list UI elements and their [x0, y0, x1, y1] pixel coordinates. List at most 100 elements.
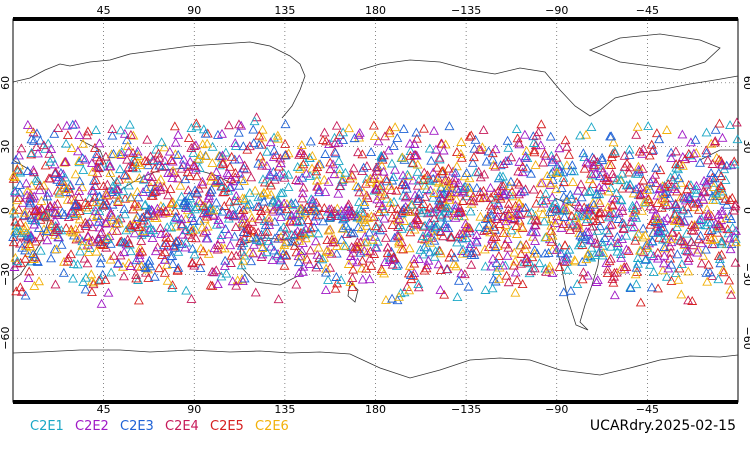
observation-triangle — [46, 218, 57, 228]
observation-triangle — [593, 195, 604, 205]
observation-triangle — [275, 255, 286, 265]
observation-triangle — [454, 228, 465, 238]
observation-triangle — [171, 200, 182, 210]
observation-triangle — [513, 137, 524, 147]
observation-triangle — [269, 233, 280, 243]
observation-triangle — [619, 262, 630, 272]
observation-triangle — [479, 244, 490, 254]
observation-triangle — [586, 122, 597, 132]
observation-triangle — [398, 244, 409, 254]
observation-triangle — [267, 255, 278, 265]
observation-triangle — [645, 248, 656, 258]
observation-triangle — [278, 198, 289, 208]
observation-triangle — [326, 248, 337, 258]
observation-triangle — [577, 256, 588, 266]
observation-triangle — [180, 174, 191, 184]
observation-triangle — [727, 222, 738, 232]
observation-triangle — [279, 172, 290, 182]
observation-triangle — [485, 227, 496, 237]
observation-triangle — [214, 160, 225, 170]
observation-triangle — [56, 239, 67, 249]
observation-triangle — [512, 275, 523, 285]
observation-triangle — [590, 237, 601, 247]
observation-triangle — [607, 168, 618, 178]
observation-triangle — [376, 264, 387, 274]
observation-triangle — [526, 215, 537, 225]
observation-triangle — [433, 259, 444, 269]
observation-triangle — [624, 149, 635, 159]
observation-triangle — [437, 166, 448, 176]
bottom-lon-tick-label: −90 — [545, 403, 568, 416]
observation-triangle — [45, 173, 56, 183]
observation-triangle — [368, 120, 379, 130]
observation-triangle — [337, 175, 348, 185]
observation-triangle — [271, 250, 282, 260]
observation-triangle — [613, 238, 623, 247]
observation-triangle — [372, 194, 383, 204]
observation-triangle — [162, 222, 173, 232]
observation-triangle — [453, 187, 464, 197]
observation-triangle — [498, 211, 509, 221]
observation-triangle — [334, 169, 345, 179]
observation-triangle — [416, 207, 427, 217]
observation-triangle — [17, 242, 28, 252]
observation-triangle — [156, 137, 167, 147]
observation-triangle — [483, 220, 494, 230]
observation-triangle — [625, 283, 636, 293]
observation-triangle — [724, 233, 735, 243]
observation-triangle — [61, 184, 72, 194]
observation-triangle — [273, 204, 284, 214]
observation-triangle — [577, 274, 588, 284]
observation-triangle — [192, 202, 203, 211]
observation-triangle — [676, 235, 687, 245]
observation-triangle — [330, 148, 341, 158]
observation-triangle — [217, 181, 228, 191]
observation-triangle — [688, 225, 699, 235]
observation-triangle — [572, 279, 583, 288]
observation-triangle — [560, 135, 571, 145]
observation-triangle — [469, 143, 480, 153]
observation-triangle — [338, 240, 349, 250]
observation-triangle — [606, 159, 617, 169]
observation-triangle — [552, 211, 563, 221]
observation-triangle — [726, 289, 737, 299]
observation-triangle — [165, 207, 175, 217]
observation-triangle — [464, 242, 475, 252]
observation-triangle — [10, 225, 21, 235]
observation-triangle — [298, 261, 309, 271]
observation-triangle — [446, 232, 457, 242]
observation-triangle — [238, 255, 249, 265]
observation-triangle — [503, 242, 514, 252]
observation-triangle — [530, 159, 541, 169]
observation-triangle — [176, 218, 187, 228]
observation-triangle — [672, 221, 682, 231]
observation-triangle — [119, 237, 130, 247]
observation-triangle — [370, 221, 381, 231]
observation-triangle — [501, 188, 511, 198]
observation-triangle — [558, 287, 569, 297]
observation-triangle — [299, 149, 310, 159]
observation-triangle — [658, 222, 669, 232]
observation-triangle — [334, 181, 345, 190]
legend-item-label: C2E2 — [75, 419, 109, 434]
observation-triangle — [379, 268, 390, 278]
observation-triangle — [729, 159, 740, 169]
legend-item-label: C2E1 — [30, 419, 64, 434]
observation-triangle — [544, 261, 555, 271]
observation-triangle — [237, 213, 248, 223]
observation-triangle — [428, 167, 439, 177]
observation-triangle — [685, 180, 696, 190]
observation-triangle — [63, 252, 74, 262]
observation-triangle — [554, 143, 565, 153]
observation-triangle — [674, 173, 685, 183]
observation-triangle — [258, 196, 269, 206]
observation-triangle — [111, 176, 122, 186]
observation-triangle — [249, 116, 260, 126]
observation-triangle — [173, 235, 183, 245]
observation-triangle — [230, 138, 241, 147]
observation-triangle — [226, 250, 237, 260]
observation-triangle — [329, 132, 340, 142]
observation-triangle — [390, 164, 400, 174]
observation-triangle — [683, 255, 694, 265]
observation-triangle — [492, 211, 503, 221]
